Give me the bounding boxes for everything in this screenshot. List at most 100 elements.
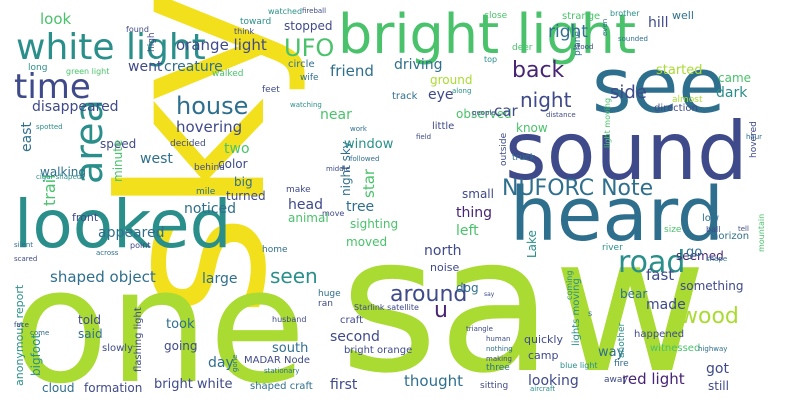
word-bright-light: bright light [338, 3, 637, 66]
word-scared: scared [14, 255, 38, 263]
word-sounded: sounded [618, 35, 648, 43]
word-away: away [604, 375, 628, 385]
word-ball: ball [706, 225, 721, 234]
word-feet: feet [262, 85, 280, 95]
word-lake: Lake [525, 230, 539, 258]
word-anonymous-report: anonymous report [13, 284, 26, 386]
word-driving: driving [394, 57, 443, 73]
word-west: west [140, 151, 173, 167]
word-dog: dog [456, 281, 479, 295]
word-formation: formation [84, 381, 143, 395]
word-move: move [322, 209, 345, 218]
word-happened: happened [634, 329, 685, 340]
word-look: look [40, 10, 72, 28]
word-observed: observed [456, 107, 512, 121]
word-south: south [272, 341, 309, 356]
word-made: made [646, 297, 686, 313]
word-stood: stood [574, 43, 594, 51]
word-road: road [618, 245, 686, 280]
word-creature: creature [164, 59, 223, 75]
word-animal: animal [288, 211, 329, 225]
word-front: front [72, 211, 99, 224]
word-madar-node: MADAR Node [244, 355, 311, 366]
word-still: still [708, 379, 729, 393]
word-walked: walked [212, 69, 244, 79]
word-told: told [78, 313, 101, 327]
word-head: head [288, 197, 323, 213]
word-craft: craft [340, 315, 364, 326]
word-light-moving: light moving [603, 97, 612, 148]
word-said: said [78, 327, 103, 341]
word-green-light: green light [66, 67, 110, 76]
word-shaped-object: shaped object [50, 268, 156, 286]
word-blue-light: blue light [560, 361, 598, 370]
word-gone: gone [231, 354, 239, 372]
word-followed: followed [350, 155, 380, 163]
word-something: something [680, 279, 744, 293]
word-started: started [656, 63, 703, 78]
word-face: face [14, 321, 29, 329]
word-direction: direction [654, 103, 698, 114]
word-toward: toward [240, 17, 272, 27]
word-hill: hill [648, 15, 669, 31]
word-brother: brother [610, 9, 640, 18]
word-deer: deer [512, 43, 533, 53]
word-close: close [484, 11, 508, 21]
word-first: first [330, 377, 358, 393]
word-coming: coming [565, 270, 574, 300]
word-low: low [702, 213, 720, 224]
word-nuforc-note: NUFORC Note [502, 176, 654, 201]
word-cloud: cloud [42, 381, 75, 395]
word-home: home [262, 245, 288, 255]
word-middle: middle [326, 165, 350, 173]
word-side: side [610, 82, 647, 103]
word-track: track [392, 91, 418, 102]
word-circle: circle [288, 59, 315, 70]
word-say: say [484, 291, 495, 298]
word-noise: noise [430, 261, 460, 274]
word-found: found [126, 25, 149, 34]
word-big: big [234, 175, 253, 189]
word-triangle: triangle [466, 325, 493, 333]
word-almost: almost [672, 95, 703, 105]
word-cigar-shaped: cigar shaped [36, 173, 82, 181]
word-friend: friend [330, 62, 374, 80]
word-making: making [486, 355, 512, 363]
word-size: size [664, 225, 682, 235]
word-north: north [424, 243, 462, 259]
word-seemed: seemed [676, 249, 724, 263]
word-shape: shape [706, 255, 728, 263]
word-long: long [28, 63, 48, 73]
word-day: day [208, 355, 234, 371]
word-around: around [390, 282, 468, 307]
word-along: along [452, 87, 472, 95]
word-well: well [672, 9, 694, 22]
word-u: u [434, 298, 448, 323]
word-camp: camp [528, 349, 559, 362]
word-ground: ground [430, 73, 473, 87]
word-wood: wood [680, 304, 739, 329]
word-river: river [602, 243, 623, 253]
word-distance: distance [546, 111, 576, 119]
word-white-light: white light [16, 27, 206, 68]
word-starlink-satellite: Starlink satellite [354, 303, 419, 312]
word-heard: heard [510, 172, 724, 258]
word-walking: walking [40, 165, 87, 179]
word-large: large [202, 271, 238, 287]
word-seen: seen [270, 264, 318, 288]
word-house: house [176, 92, 249, 120]
word-back: back [512, 58, 565, 83]
word-near: near [320, 107, 352, 123]
word-watched: watched [268, 7, 303, 16]
word-car: car [494, 102, 518, 120]
word-two: two [224, 141, 250, 157]
word-know: know [516, 121, 548, 135]
word-horizon: horizon [712, 231, 750, 242]
word-s: s [588, 309, 593, 318]
word-ran: ran [318, 299, 333, 309]
word-make: make [286, 185, 311, 195]
word-mile: mile [196, 187, 216, 197]
word-left: left [456, 223, 479, 239]
word-decided: decided [170, 139, 206, 149]
